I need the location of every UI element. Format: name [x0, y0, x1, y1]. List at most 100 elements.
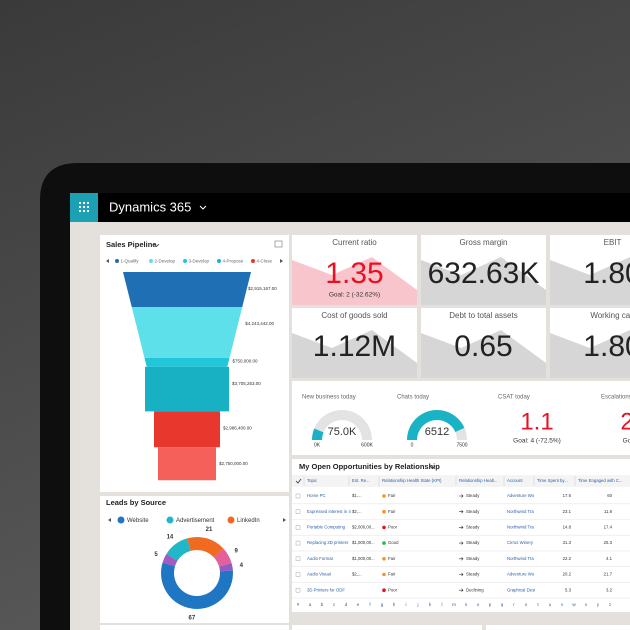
- row-icon: [295, 540, 301, 546]
- alpha-filter[interactable]: p: [489, 602, 492, 607]
- alpha-filter[interactable]: #: [297, 602, 300, 607]
- alpha-filter[interactable]: v: [561, 602, 564, 607]
- row-icon: [295, 525, 301, 530]
- alpha-filter[interactable]: x: [585, 602, 588, 607]
- table-cell: Poor: [388, 587, 398, 592]
- table-cell[interactable]: 3D Printers for ODF: [307, 587, 345, 592]
- funnel-label: $2,915,167.00: [248, 286, 277, 291]
- legend-swatch: [183, 259, 187, 263]
- table-cell: $1,000,00...: [352, 556, 375, 561]
- column-header[interactable]: Relationship Health State (KPI): [382, 478, 442, 483]
- app-title[interactable]: Dynamics 365: [109, 199, 191, 214]
- alpha-filter[interactable]: d: [345, 602, 348, 607]
- legend-prev[interactable]: [106, 259, 109, 263]
- alpha-filter[interactable]: i: [406, 602, 407, 607]
- gauge-value: 6512: [425, 426, 449, 438]
- alpha-filter[interactable]: y: [597, 602, 600, 607]
- table-cell: 5.3: [565, 587, 572, 592]
- kpi-value: 1.12M: [313, 330, 396, 363]
- donut-slice: [219, 563, 233, 572]
- panel-title[interactable]: My Open Opportunities by Relationship: [299, 462, 440, 471]
- status-dot: [382, 494, 386, 498]
- alpha-filter[interactable]: k: [429, 602, 432, 607]
- table-cell[interactable]: Audio Format: [307, 556, 334, 561]
- table-cell[interactable]: Home PC: [307, 493, 326, 498]
- alpha-filter[interactable]: a: [309, 602, 312, 607]
- kpi-goal: Goal: 2 (-32.62%): [329, 292, 380, 299]
- status-dot: [382, 525, 386, 530]
- table-cell: Declining: [466, 587, 484, 592]
- trend-arrow: [459, 541, 464, 545]
- row-icon: [295, 509, 301, 514]
- legend-prev[interactable]: [108, 518, 111, 522]
- table-cell[interactable]: Northwind Tra: [507, 556, 534, 561]
- alpha-filter[interactable]: u: [549, 602, 552, 607]
- legend-swatch: [115, 259, 119, 263]
- alpha-filter[interactable]: z: [609, 602, 612, 607]
- alpha-filter[interactable]: c: [333, 602, 336, 607]
- alpha-filter[interactable]: s: [525, 602, 528, 607]
- status-dot: [382, 509, 386, 514]
- alpha-filter[interactable]: r: [513, 602, 515, 607]
- alpha-filter[interactable]: l: [442, 602, 443, 607]
- alpha-filter[interactable]: o: [477, 602, 480, 607]
- expand-icon[interactable]: [274, 240, 283, 248]
- alpha-filter[interactable]: f: [369, 602, 371, 607]
- legend-swatch: [117, 516, 125, 524]
- donut-slice: [161, 562, 234, 610]
- alpha-filter[interactable]: t: [537, 602, 539, 607]
- alpha-filter[interactable]: h: [393, 602, 396, 607]
- select-all-check[interactable]: [295, 478, 302, 484]
- trend-arrow: [459, 588, 464, 592]
- alpha-filter[interactable]: e: [357, 602, 360, 607]
- table-cell[interactable]: Expressed interest in 4: [307, 509, 351, 514]
- legend-label: 4-Close: [257, 258, 273, 263]
- column-header[interactable]: Time Spent by...: [537, 478, 568, 483]
- alpha-filter[interactable]: q: [501, 602, 504, 607]
- alpha-filter[interactable]: m: [452, 602, 456, 607]
- kpi-title: Gross margin: [459, 238, 507, 247]
- table-cell: $1,000,00...: [352, 540, 375, 545]
- kpi-trend-area: [292, 330, 417, 378]
- table-cell: 4.1: [606, 556, 613, 561]
- kpi-trend-area: [421, 330, 546, 378]
- funnel-segment: [131, 306, 243, 358]
- alpha-filter[interactable]: n: [465, 602, 468, 607]
- table-cell[interactable]: Adventure Wo: [507, 493, 535, 498]
- column-header[interactable]: Est. Re...: [352, 478, 370, 483]
- column-header[interactable]: Topic: [307, 478, 318, 483]
- table-cell[interactable]: Adventure Wo: [507, 572, 535, 577]
- table-cell: Steady: [466, 493, 480, 498]
- legend-next[interactable]: [283, 518, 286, 522]
- table-cell[interactable]: Portable Computing: [307, 525, 346, 530]
- table-cell[interactable]: Graphical Desi: [507, 587, 535, 592]
- table-cell: 17.6: [563, 493, 572, 498]
- donut-label: 14: [167, 535, 174, 541]
- panel-title: Leads by Source: [106, 498, 166, 507]
- table-cell: 25.3: [604, 540, 613, 545]
- legend-next[interactable]: [280, 259, 283, 263]
- donut-slice: [213, 548, 232, 567]
- alpha-filter[interactable]: j: [417, 602, 419, 607]
- table-cell[interactable]: Replacing 3D printers: [307, 540, 348, 545]
- alpha-filter[interactable]: g: [381, 602, 384, 607]
- column-header[interactable]: Account: [507, 478, 523, 483]
- table-cell[interactable]: Northwind Tra: [507, 509, 534, 514]
- column-header[interactable]: Time Engaged with C...: [578, 478, 623, 483]
- trend-arrow: [459, 494, 464, 498]
- panel-title[interactable]: Sales Pipeline: [106, 240, 156, 249]
- trend-arrow: [459, 509, 464, 514]
- alpha-filter[interactable]: b: [321, 602, 324, 607]
- kpi-value: 1.80: [583, 257, 630, 290]
- column-header[interactable]: Relationship Healt...: [459, 478, 497, 483]
- gauge-title: Chats today: [397, 395, 429, 401]
- table-cell[interactable]: Cirrus Winery: [507, 540, 534, 545]
- table-cell[interactable]: Audio Visual: [307, 572, 331, 577]
- kpi-value: 632.63K: [428, 257, 540, 290]
- table-cell: Steady: [466, 525, 480, 530]
- score-goal: Go: [623, 438, 630, 445]
- alpha-filter[interactable]: w: [572, 602, 576, 607]
- row-icon: [295, 556, 301, 562]
- table-cell[interactable]: Northwind Tra: [507, 525, 534, 530]
- legend-label: LinkedIn: [237, 518, 260, 524]
